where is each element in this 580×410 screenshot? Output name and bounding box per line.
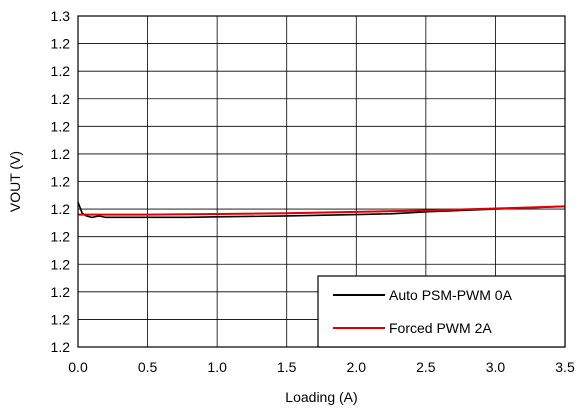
y-tick-label: 1.3 — [51, 8, 71, 24]
x-tick-label: 3.5 — [555, 359, 575, 375]
y-tick-label: 1.2 — [51, 63, 71, 79]
x-tick-label: 1.0 — [207, 359, 227, 375]
y-axis-tick-labels: 1.2 1.2 1.2 1.2 1.2 1.2 1.2 1.2 1.2 1.2 1.2 1.2 1.3 — [51, 8, 71, 355]
x-axis-title: Loading (A) — [285, 389, 357, 405]
y-tick-label: 1.2 — [51, 229, 71, 245]
y-tick-label: 1.2 — [51, 339, 71, 355]
legend-label-auto-psm-pwm: Auto PSM-PWM 0A — [389, 287, 513, 303]
x-tick-label: 2.5 — [416, 359, 436, 375]
legend-label-forced-pwm: Forced PWM 2A — [389, 320, 492, 336]
y-tick-label: 1.2 — [51, 201, 71, 217]
x-tick-label: 3.0 — [486, 359, 506, 375]
series-lines — [77, 201, 566, 219]
y-tick-label: 1.2 — [51, 91, 71, 107]
y-axis-title: VOUT (V) — [7, 151, 23, 212]
y-tick-label: 1.2 — [51, 118, 71, 134]
series-line-forced-pwm — [78, 205, 566, 216]
y-tick-label: 1.2 — [51, 146, 71, 162]
x-axis-tick-labels: 0.0 0.5 1.0 1.5 2.0 2.5 3.0 3.5 — [68, 359, 575, 375]
x-tick-label: 2.0 — [347, 359, 367, 375]
x-tick-label: 1.5 — [277, 359, 297, 375]
y-tick-label: 1.2 — [51, 311, 71, 327]
y-tick-label: 1.2 — [51, 36, 71, 52]
y-tick-label: 1.2 — [51, 174, 71, 190]
x-tick-label: 0.0 — [68, 359, 88, 375]
grid — [78, 16, 565, 347]
y-tick-label: 1.2 — [51, 256, 71, 272]
y-tick-label: 1.2 — [51, 284, 71, 300]
x-tick-label: 0.5 — [138, 359, 158, 375]
legend: Auto PSM-PWM 0A Forced PWM 2A — [317, 275, 566, 348]
legend-box — [317, 275, 566, 348]
series-line-auto-psm-pwm — [77, 201, 566, 219]
